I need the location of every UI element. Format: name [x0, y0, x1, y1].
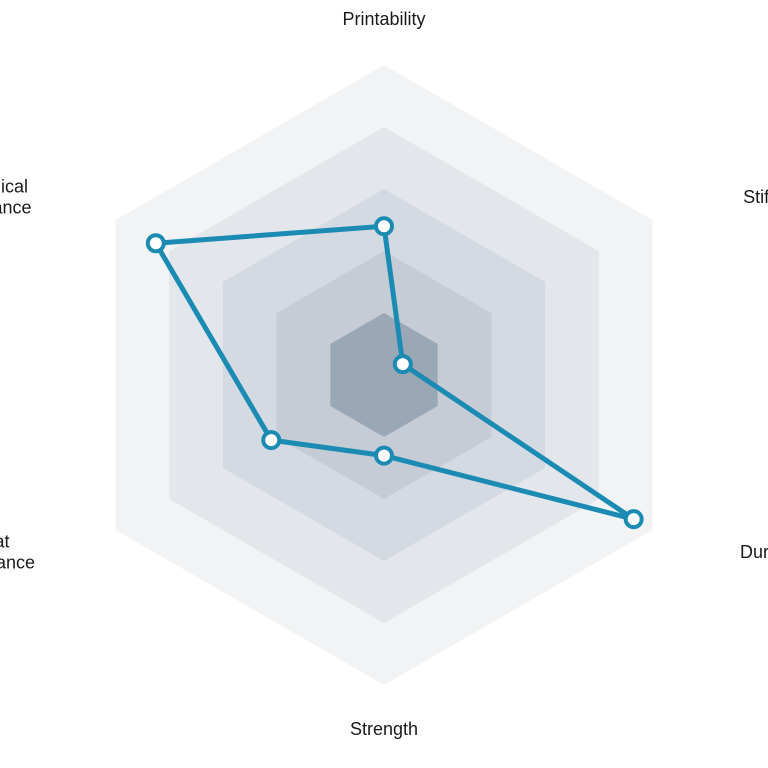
radar-chart: Printability Stiffness Durability Strength H… — [0, 0, 768, 768]
radar-marker-heat_resistance — [263, 432, 279, 448]
axis-label-stiffness: Stiffness — [743, 187, 768, 209]
axis-label-strength: Strength — [350, 719, 418, 741]
radar-svg — [0, 0, 768, 768]
radar-marker-durability — [626, 511, 642, 527]
radar-marker-chemical_resistance — [148, 235, 164, 251]
radar-marker-strength — [376, 448, 392, 464]
radar-marker-printability — [376, 218, 392, 234]
axis-label-durability: Durability — [740, 542, 768, 564]
axis-label-chemical_resistance: Chemical resistance — [0, 176, 32, 219]
radar-marker-stiffness — [395, 356, 411, 372]
axis-label-printability: Printability — [342, 9, 425, 31]
axis-label-heat_resistance: Heat Resistance — [0, 531, 35, 574]
